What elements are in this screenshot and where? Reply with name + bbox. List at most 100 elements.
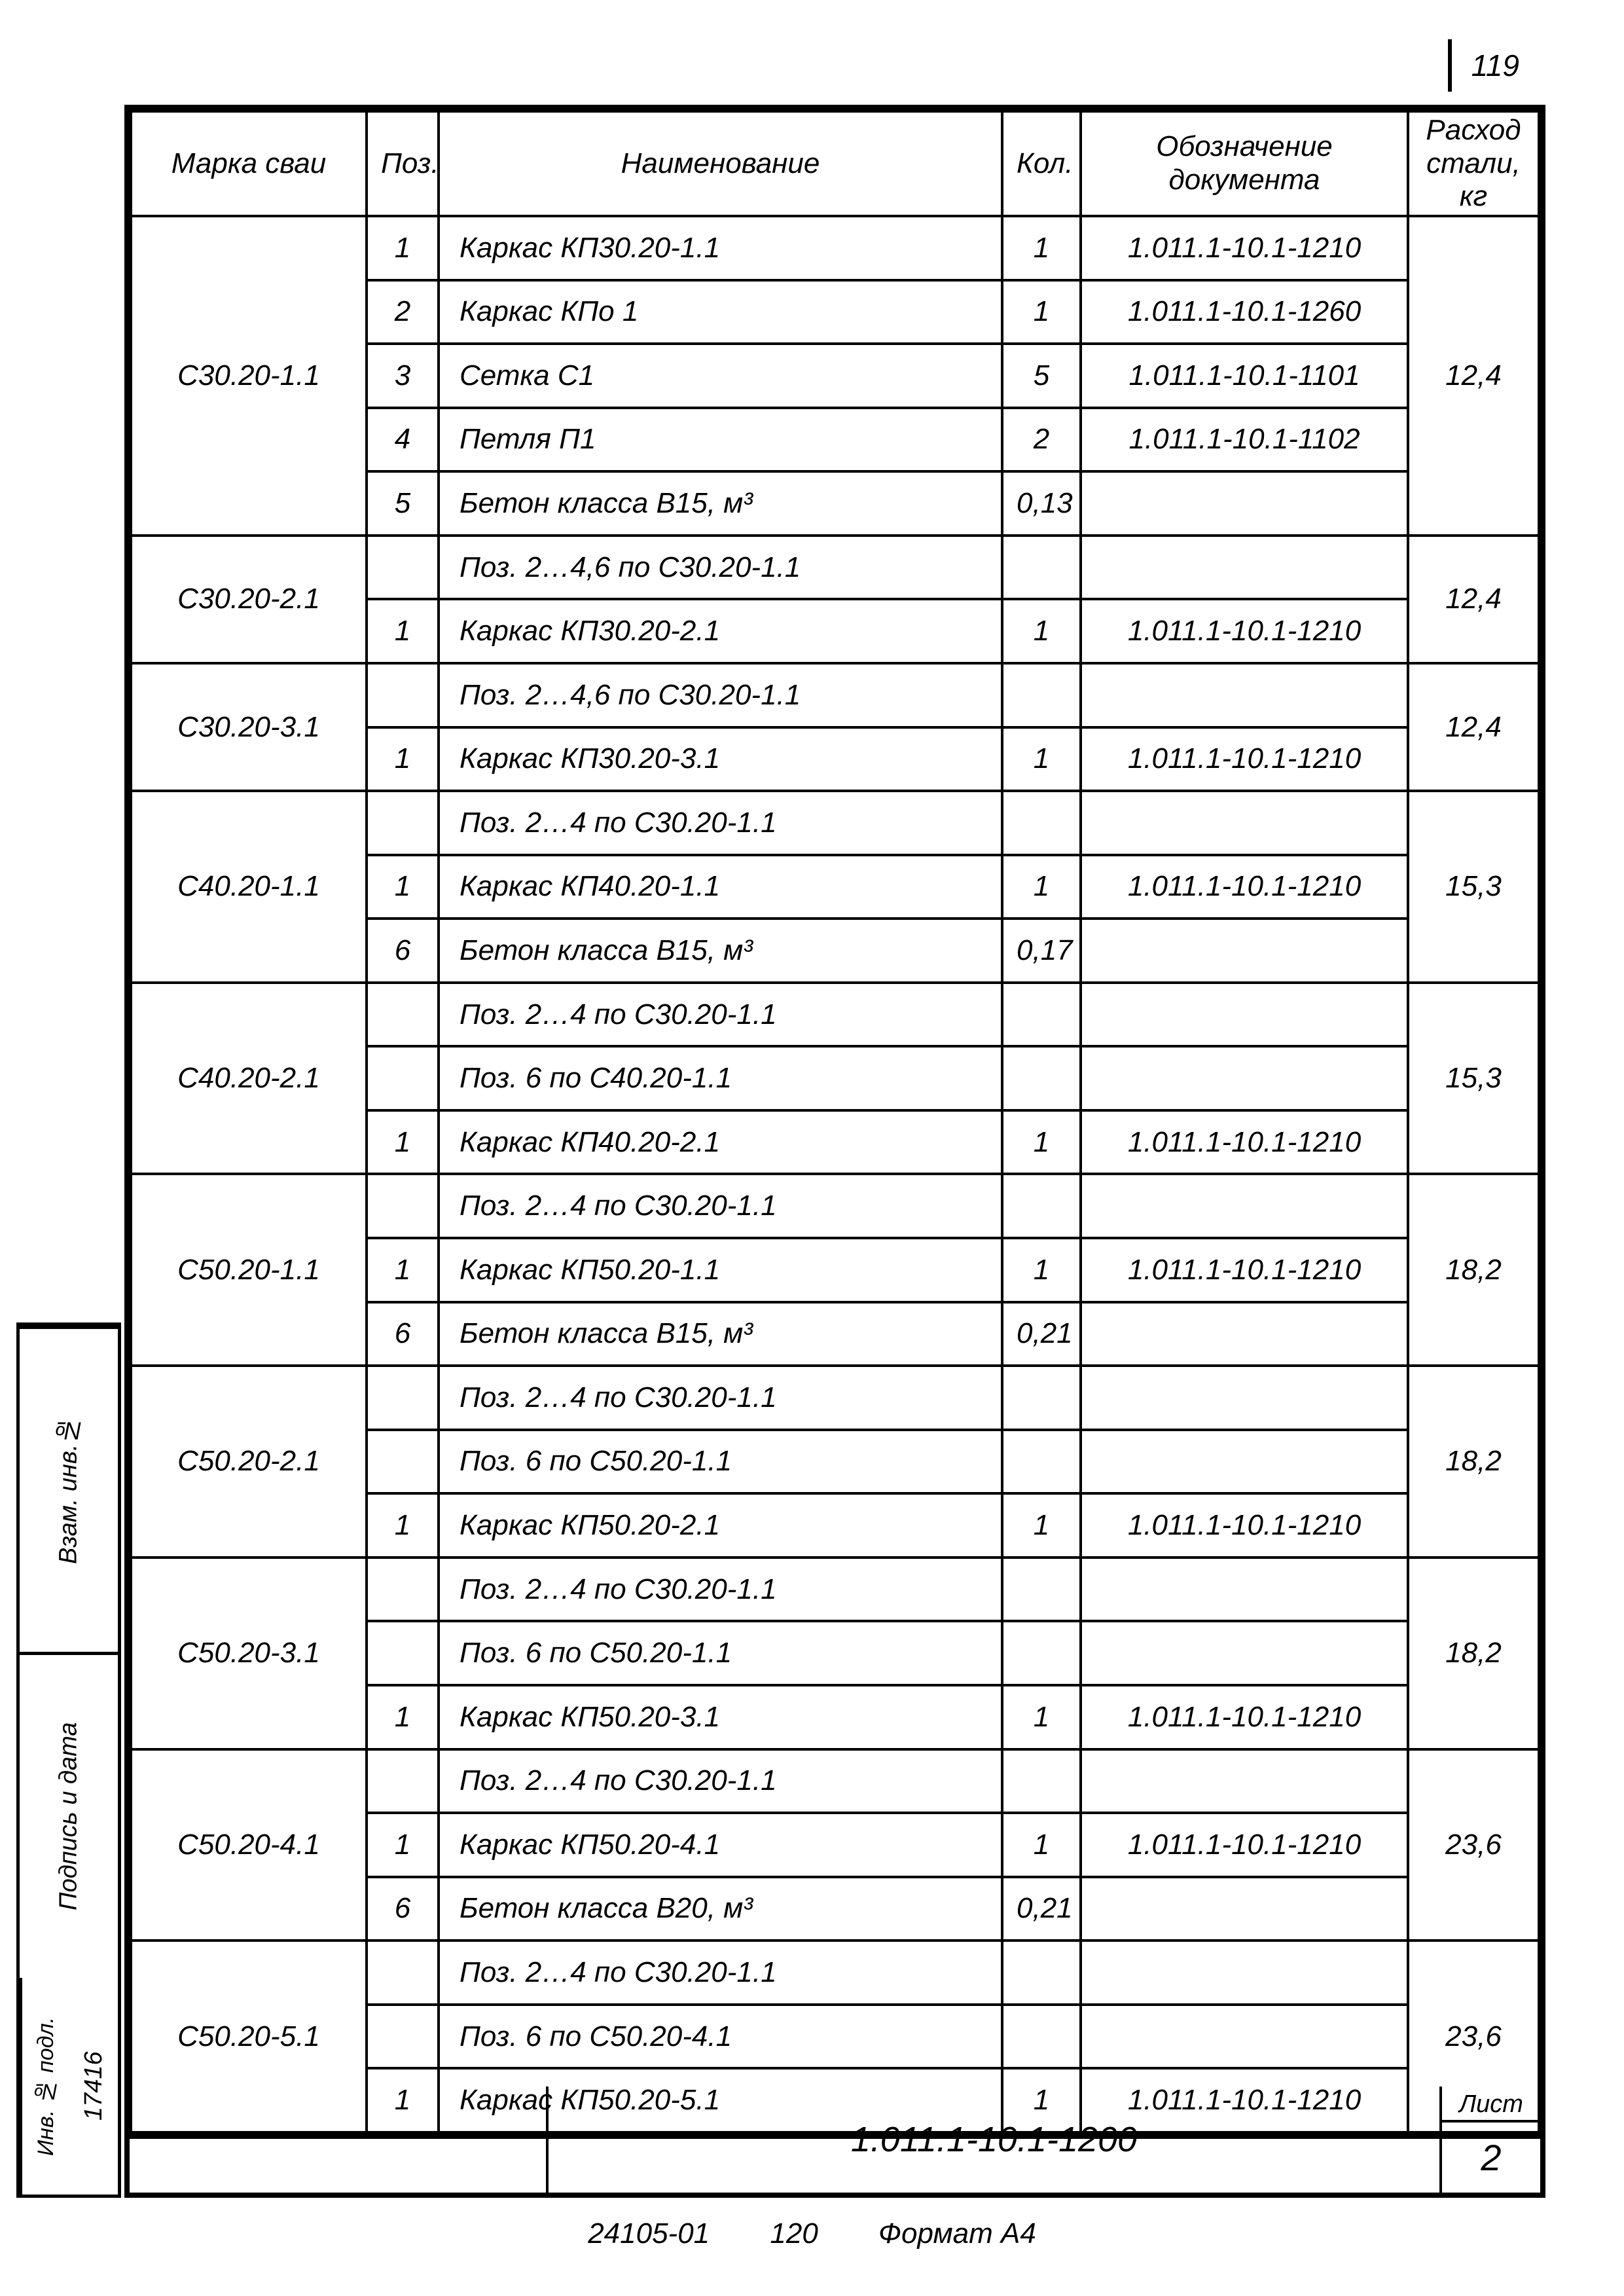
col-qty: Кол.: [1002, 111, 1081, 216]
stamp-inv-num: 17416: [70, 1978, 118, 2195]
cell-doc: 1.011.1-10.1-1210: [1081, 1238, 1408, 1302]
cell-name: Бетон класса В15, м³: [439, 471, 1002, 536]
cell-qty: [1002, 1174, 1081, 1238]
cell-name: Поз. 2…4 по С30.20-1.1: [439, 1941, 1002, 2005]
cell-mark: С40.20-1.1: [131, 791, 367, 983]
cell-qty: [1002, 1558, 1081, 1622]
cell-qty: [1002, 2005, 1081, 2069]
cell-doc: [1081, 983, 1408, 1047]
cell-doc: [1081, 1302, 1408, 1366]
cell-name: Поз. 2…4 по С30.20-1.1: [439, 1366, 1002, 1430]
table-head: Марка сваи Поз. Наименование Кол. Обозна…: [131, 111, 1539, 216]
cell-mark: С50.20-3.1: [131, 1558, 367, 1749]
cell-mark: С30.20-3.1: [131, 663, 367, 791]
cell-name: Поз. 2…4 по С30.20-1.1: [439, 1558, 1002, 1622]
cell-doc: 1.011.1-10.1-1101: [1081, 344, 1408, 408]
cell-pos: 2: [367, 280, 439, 344]
header-row: Марка сваи Поз. Наименование Кол. Обозна…: [131, 111, 1539, 216]
cell-doc: [1081, 1174, 1408, 1238]
cell-steel: 18,2: [1408, 1174, 1539, 1366]
cell-name: Поз. 2…4 по С30.20-1.1: [439, 1749, 1002, 1813]
cell-doc: [1081, 1366, 1408, 1430]
cell-name: Каркас КП50.20-1.1: [439, 1238, 1002, 1302]
cell-doc: [1081, 1877, 1408, 1941]
cell-qty: [1002, 983, 1081, 1047]
cell-pos: 6: [367, 919, 439, 983]
cell-qty: 0,21: [1002, 1302, 1081, 1366]
cell-doc: [1081, 663, 1408, 727]
cell-name: Поз. 2…4 по С30.20-1.1: [439, 791, 1002, 855]
cell-qty: 1: [1002, 1238, 1081, 1302]
cell-doc: [1081, 1046, 1408, 1110]
title-block: 1.011.1-10.1-1200 Лист 2: [124, 2086, 1545, 2198]
table-body: С30.20-1.11Каркас КП30.20-1.111.011.1-10…: [131, 216, 1539, 2132]
cell-doc: 1.011.1-10.1-1210: [1081, 1813, 1408, 1877]
drawing-code: 1.011.1-10.1-1200: [549, 2086, 1442, 2193]
cell-pos: [367, 1621, 439, 1685]
cell-doc: [1081, 1621, 1408, 1685]
cell-steel: 15,3: [1408, 791, 1539, 983]
cell-pos: 1: [367, 727, 439, 792]
cell-qty: 1: [1002, 280, 1081, 344]
cell-steel: 18,2: [1408, 1558, 1539, 1749]
cell-pos: 6: [367, 1302, 439, 1366]
cell-qty: 1: [1002, 1813, 1081, 1877]
cell-qty: [1002, 1366, 1081, 1430]
cell-doc: 1.011.1-10.1-1210: [1081, 727, 1408, 792]
cell-qty: [1002, 791, 1081, 855]
cell-name: Каркас КП40.20-2.1: [439, 1110, 1002, 1175]
footer-page: 120: [770, 2217, 818, 2250]
cell-name: Поз. 2…4 по С30.20-1.1: [439, 983, 1002, 1047]
cell-qty: [1002, 1621, 1081, 1685]
table-row: С40.20-1.1Поз. 2…4 по С30.20-1.115,3: [131, 791, 1539, 855]
cell-name: Поз. 2…4 по С30.20-1.1: [439, 1174, 1002, 1238]
cell-pos: [367, 1749, 439, 1813]
cell-steel: 18,2: [1408, 1366, 1539, 1558]
stamp-vzam: Взам. инв.№: [20, 1326, 118, 1652]
cell-name: Поз. 6 по С50.20-1.1: [439, 1621, 1002, 1685]
spec-table-frame: Марка сваи Поз. Наименование Кол. Обозна…: [124, 105, 1545, 2139]
cell-name: Поз. 6 по С50.20-1.1: [439, 1430, 1002, 1494]
cell-pos: 1: [367, 1813, 439, 1877]
cell-name: Поз. 6 по С50.20-4.1: [439, 2005, 1002, 2069]
cell-name: Бетон класса В15, м³: [439, 919, 1002, 983]
cell-pos: 6: [367, 1877, 439, 1941]
cell-mark: С50.20-4.1: [131, 1749, 367, 1941]
cell-doc: [1081, 919, 1408, 983]
cell-name: Бетон класса В15, м³: [439, 1302, 1002, 1366]
table-row: С30.20-3.1Поз. 2…4,6 по С30.20-1.112,4: [131, 663, 1539, 727]
cell-qty: 1: [1002, 1685, 1081, 1749]
cell-pos: 1: [367, 216, 439, 280]
cell-qty: [1002, 1430, 1081, 1494]
cell-mark: С50.20-1.1: [131, 1174, 367, 1366]
cell-doc: [1081, 2005, 1408, 2069]
cell-mark: С30.20-1.1: [131, 216, 367, 536]
footer-format: Формат А4: [878, 2217, 1036, 2250]
cell-name: Поз. 2…4,6 по С30.20-1.1: [439, 663, 1002, 727]
cell-doc: [1081, 791, 1408, 855]
cell-name: Каркас КП30.20-3.1: [439, 727, 1002, 792]
col-name: Наименование: [439, 111, 1002, 216]
table-row: С30.20-2.1Поз. 2…4,6 по С30.20-1.112,4: [131, 536, 1539, 600]
cell-doc: 1.011.1-10.1-1210: [1081, 1493, 1408, 1558]
footer-copy: 24105-01: [588, 2217, 710, 2250]
col-pos: Поз.: [367, 111, 439, 216]
cell-name: Каркас КП50.20-2.1: [439, 1493, 1002, 1558]
table-row: С50.20-2.1Поз. 2…4 по С30.20-1.118,2: [131, 1366, 1539, 1430]
cell-name: Сетка С1: [439, 344, 1002, 408]
cell-doc: 1.011.1-10.1-1102: [1081, 408, 1408, 472]
title-block-left: [130, 2086, 549, 2193]
cell-mark: С40.20-2.1: [131, 983, 367, 1175]
cell-pos: [367, 791, 439, 855]
cell-name: Бетон класса В20, м³: [439, 1877, 1002, 1941]
cell-qty: 1: [1002, 1493, 1081, 1558]
cell-name: Каркас КП30.20-1.1: [439, 216, 1002, 280]
cell-qty: [1002, 663, 1081, 727]
cell-qty: [1002, 1941, 1081, 2005]
cell-steel: 12,4: [1408, 216, 1539, 536]
cell-name: Петля П1: [439, 408, 1002, 472]
cell-qty: 1: [1002, 855, 1081, 919]
col-doc: Обозначение документа: [1081, 111, 1408, 216]
cell-doc: [1081, 1941, 1408, 2005]
cell-qty: 5: [1002, 344, 1081, 408]
